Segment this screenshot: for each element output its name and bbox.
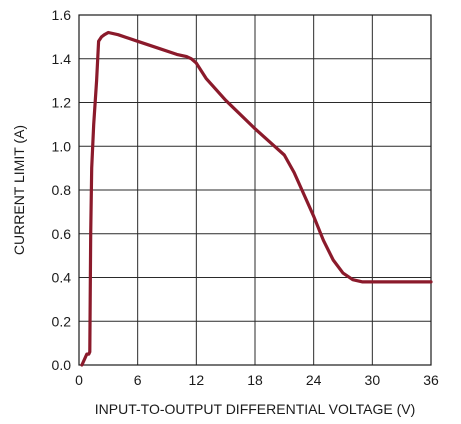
x-axis-label: INPUT-TO-OUTPUT DIFFERENTIAL VOLTAGE (V) — [95, 401, 415, 417]
y-tick-label: 1.0 — [52, 138, 72, 154]
y-tick-label: 0.8 — [52, 182, 72, 198]
y-tick-label: 1.4 — [52, 51, 72, 67]
y-tick-label: 0.2 — [52, 313, 72, 329]
y-tick-label: 0.6 — [52, 226, 72, 242]
x-tick-label: 12 — [189, 372, 205, 388]
y-tick-labels: 0.0 0.2 0.4 0.6 0.8 1.0 1.2 1.4 1.6 — [52, 7, 72, 373]
y-tick-label: 0.0 — [52, 357, 72, 373]
x-tick-label: 30 — [365, 372, 381, 388]
y-tick-label: 1.6 — [52, 7, 72, 23]
grid-lines — [78, 14, 432, 366]
current-limit-curve — [80, 30, 433, 367]
y-axis-label: CURRENT LIMIT (A) — [11, 125, 27, 255]
x-tick-label: 24 — [306, 372, 322, 388]
y-tick-label: 0.4 — [52, 270, 72, 286]
x-tick-labels: 0 6 12 18 24 30 36 — [75, 372, 439, 388]
plot-frame — [78, 14, 432, 366]
x-tick-label: 18 — [247, 372, 263, 388]
x-tick-label: 36 — [423, 372, 439, 388]
y-tick-label: 1.2 — [52, 95, 72, 111]
x-tick-label: 0 — [75, 372, 83, 388]
x-tick-label: 6 — [134, 372, 142, 388]
